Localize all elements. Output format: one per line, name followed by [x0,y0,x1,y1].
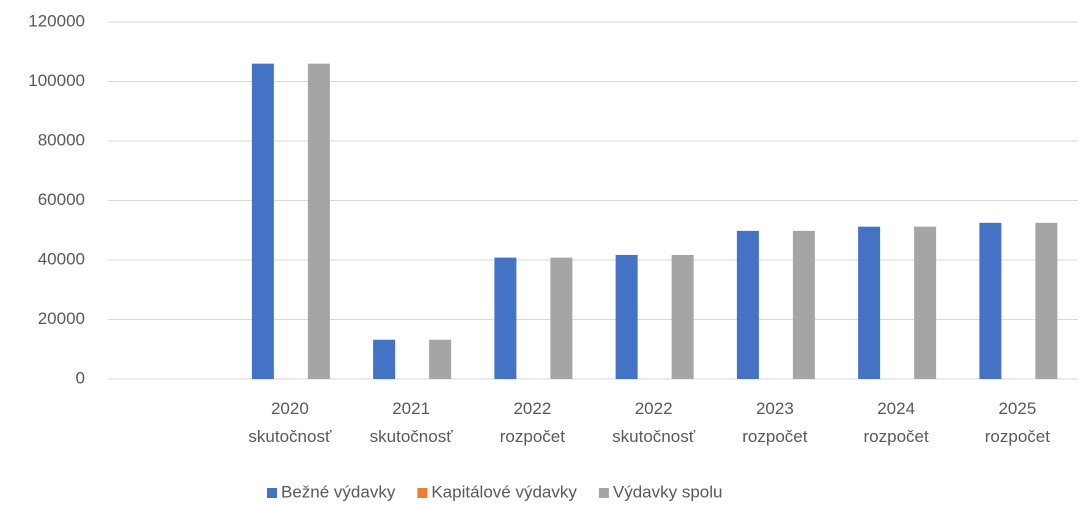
x-tick-label: 2025 rozpočet [985,399,1050,446]
legend-label: Bežné výdavky [281,482,396,501]
y-tick-label: 100000 [28,71,85,90]
bar [914,226,937,379]
bar [307,63,330,380]
bar [494,257,517,379]
x-tick-label: 2021 skutočnosť [370,399,454,446]
bar [1035,222,1058,379]
x-tick-label: 2022 skutočnosť [612,399,696,446]
legend-swatch [267,488,277,498]
x-tick-label: 2020 skutočnosť [248,399,332,446]
x-tick-label: 2023 rozpočet [742,399,807,446]
bar [429,339,452,379]
y-tick-label: 20000 [38,309,85,328]
y-tick-label: 40000 [38,249,85,268]
x-tick-label: 2024 rozpočet [864,399,929,446]
x-tick-label: 2022 rozpočet [500,399,565,446]
legend-swatch [598,488,609,498]
y-tick-label: 80000 [38,130,85,149]
bar [736,230,759,379]
y-tick-label: 0 [76,368,85,387]
y-tick-label: 120000 [28,11,85,30]
legend-label: Kapitálové výdavky [431,482,577,501]
bar [373,339,396,379]
y-tick-label: 60000 [38,190,85,209]
legend-swatch [417,488,428,498]
legend-label: Výdavky spolu [613,482,723,501]
bar [615,254,638,379]
bar [979,222,1002,379]
bar [550,257,573,379]
bar [792,230,815,379]
bar [251,63,274,380]
bar [671,254,694,379]
bar [858,226,881,379]
